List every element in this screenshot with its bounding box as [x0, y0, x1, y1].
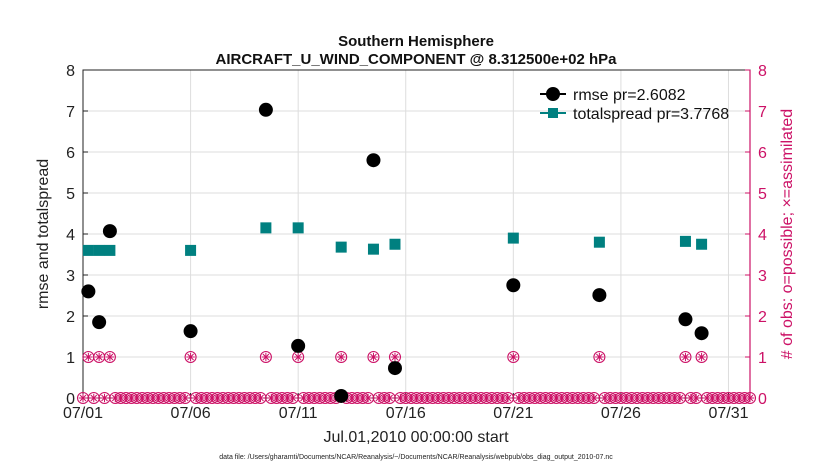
y-tick-label-left-8: 8: [66, 63, 75, 80]
x-tick-label-1: 07/06: [171, 405, 211, 422]
rmse-point: [506, 278, 521, 293]
legend-spread-marker: [548, 108, 558, 118]
y-tick-label-right-5: 5: [758, 186, 767, 203]
totalspread-point: [335, 241, 347, 253]
obs-point: [690, 391, 703, 405]
obs-point: [93, 350, 106, 364]
obs-point: [679, 350, 692, 364]
y-tick-label-left-4: 4: [66, 227, 75, 244]
rmse-point: [258, 102, 273, 117]
x-axis: 07/01 07/06 07/11 07/16 07/21 07/26 07/31: [63, 393, 749, 422]
x-tick-label-2: 07/11: [279, 405, 318, 422]
y-tick-label-right-7: 7: [758, 104, 767, 121]
obs-point: [674, 391, 687, 405]
obs-point: [388, 350, 402, 364]
obs-point: [286, 391, 299, 405]
x-tick-label-0: 07/01: [63, 405, 103, 422]
rmse-point: [92, 315, 107, 330]
obs-point: [179, 391, 192, 405]
y-tick-label-left-0: 0: [66, 391, 75, 408]
obs-point: [587, 391, 601, 405]
totalspread-series: [82, 222, 708, 256]
obs-point: [367, 350, 380, 364]
y-tick-label-right-0: 0: [758, 391, 767, 408]
legend-rmse-label: rmse pr=2.6082: [573, 87, 686, 104]
obs-series: [76, 350, 757, 405]
totalspread-point: [389, 238, 401, 250]
obs-point: [103, 350, 116, 364]
x-tick-label-5: 07/26: [601, 405, 641, 422]
y-tick-label-left-6: 6: [66, 145, 75, 162]
obs-point: [82, 350, 95, 364]
chart-subtitle: AIRCRAFT_U_WIND_COMPONENT @ 8.312500e+02…: [216, 51, 618, 68]
y-tick-label-right-2: 2: [758, 309, 767, 326]
y-axis-label-right: # of obs: o=possible; ×=assimilated: [779, 109, 796, 359]
x-tick-label-3: 07/16: [386, 405, 426, 422]
totalspread-point: [507, 232, 519, 244]
y-axis-left: 0 1 2 3 4 5 6 7 8: [66, 63, 88, 408]
rmse-point: [366, 153, 381, 168]
rmse-point: [387, 361, 402, 376]
y-tick-label-left-5: 5: [66, 186, 75, 203]
totalspread-point: [696, 238, 708, 250]
rmse-point: [334, 388, 349, 403]
obs-point: [362, 391, 375, 405]
y-tick-label-right-3: 3: [758, 268, 767, 285]
grid-layer: [83, 70, 750, 398]
totalspread-point: [260, 222, 272, 234]
x-axis-label: Jul.01,2010 00:00:00 start: [323, 429, 509, 446]
obs-point: [383, 391, 396, 405]
x-tick-label-6: 07/31: [708, 405, 748, 422]
rmse-series: [81, 102, 709, 403]
y-tick-label-left-7: 7: [66, 104, 75, 121]
totalspread-point: [367, 243, 379, 255]
chart-title: Southern Hemisphere: [338, 33, 494, 50]
x-tick-label-4: 07/21: [493, 405, 533, 422]
footnote: data file: /Users/gharamti/Documents/NCA…: [219, 454, 613, 461]
obs-point: [593, 350, 606, 364]
rmse-point: [81, 284, 96, 299]
obs-point: [695, 350, 708, 364]
rmse-point: [183, 324, 198, 339]
y-tick-label-right-1: 1: [758, 350, 767, 367]
totalspread-point: [679, 235, 691, 247]
obs-point: [335, 350, 348, 364]
y-tick-label-left-3: 3: [66, 268, 75, 285]
rmse-point: [592, 288, 607, 303]
totalspread-point: [104, 244, 116, 256]
y-tick-label-right-6: 6: [758, 145, 767, 162]
y-tick-label-left-2: 2: [66, 309, 75, 326]
totalspread-point: [185, 244, 197, 256]
obs-point: [501, 391, 514, 405]
legend-spread-label: totalspread pr=3.7768: [573, 106, 729, 123]
obs-point: [87, 391, 100, 405]
y-axis-label-left: rmse and totalspread: [35, 159, 52, 309]
obs-point: [743, 391, 757, 405]
obs-point: [76, 391, 90, 405]
totalspread-point: [292, 222, 304, 234]
obs-point: [292, 350, 305, 364]
y-tick-label-right-4: 4: [758, 227, 767, 244]
totalspread-point: [593, 236, 605, 248]
y-tick-label-left-1: 1: [66, 350, 75, 367]
obs-point: [259, 350, 272, 364]
rmse-point: [678, 312, 693, 327]
totalspread-point: [93, 244, 105, 256]
y-axis-right: 0 1 2 3 4 5 6 7 8: [745, 63, 767, 408]
obs-point: [507, 350, 520, 364]
rmse-point: [694, 326, 709, 341]
legend-rmse-marker: [546, 87, 560, 101]
y-tick-label-right-8: 8: [758, 63, 767, 80]
totalspread-point: [82, 244, 94, 256]
rmse-point: [291, 338, 306, 353]
legend: rmse pr=2.6082 totalspread pr=3.7768: [540, 87, 729, 123]
obs-point: [254, 391, 267, 405]
obs-point: [184, 350, 197, 364]
rmse-point: [102, 224, 117, 239]
obs-point: [98, 391, 111, 405]
